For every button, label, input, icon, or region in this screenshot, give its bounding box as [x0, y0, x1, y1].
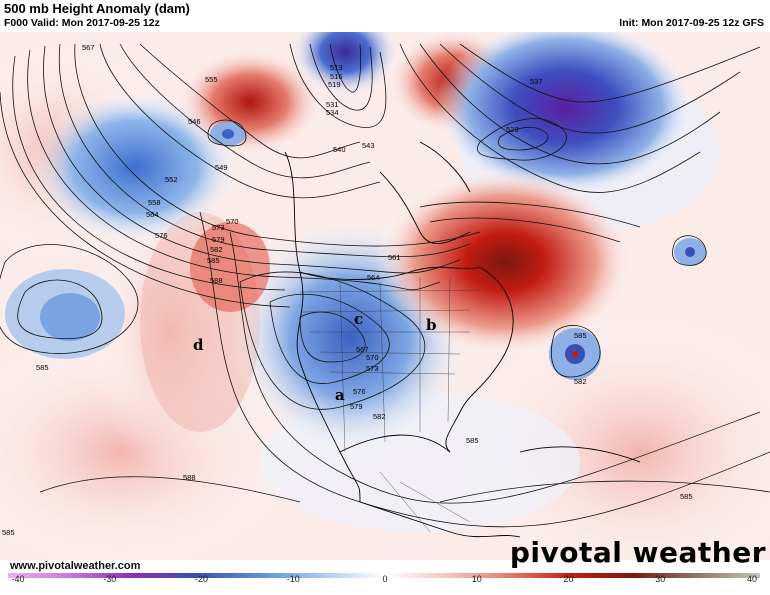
anomaly-map: a b c d 567 555 546 549 552 558 564 576 … [0, 32, 770, 560]
contour-label: 570 [366, 353, 379, 362]
feature-label-b: b [426, 316, 437, 334]
colorbar-tick-label: 30 [655, 574, 666, 584]
feature-label-d: d [193, 336, 204, 354]
website-url: www.pivotalweather.com [10, 560, 141, 572]
contour-label: 543 [362, 141, 375, 150]
contour-label: 582 [373, 412, 386, 421]
colorbar-tick-label: 40 [746, 574, 758, 584]
contour-label: 582 [574, 377, 587, 386]
contour-label: 537 [530, 77, 543, 86]
brand-logo: pivotal weather [509, 536, 766, 569]
contour-label: 573 [212, 223, 225, 232]
contour-label: 516 [330, 72, 343, 81]
contour-label: 564 [367, 273, 380, 282]
contour-label: 570 [226, 217, 239, 226]
colorbar-tick-label: -10 [286, 574, 300, 584]
feature-label-a: a [335, 386, 345, 404]
contour-label: 579 [212, 235, 225, 244]
contour-label: 585 [207, 256, 220, 265]
colorbar-tick-label: -40 [11, 574, 25, 584]
contour-label: 513 [330, 63, 343, 72]
contour-label: 585 [574, 331, 587, 340]
contour-label: 540 [333, 145, 346, 154]
contour-label: 582 [210, 245, 223, 254]
contour-label: 564 [146, 210, 159, 219]
colorbar-tick-label: 0 [382, 574, 388, 584]
contour-label: 519 [328, 80, 341, 89]
contour-label: 549 [215, 163, 228, 172]
map-header: 500 mb Height Anomaly (dam) F000 Valid: … [0, 0, 770, 32]
map-title: 500 mb Height Anomaly (dam) [4, 1, 190, 16]
contour-label: 552 [165, 175, 178, 184]
contour-label: 558 [148, 198, 161, 207]
contour-label: 546 [188, 117, 201, 126]
colorbar [8, 573, 760, 578]
contour-label: 573 [366, 364, 379, 373]
colorbar-tick-label: 20 [563, 574, 574, 584]
contour-label: 588 [183, 473, 196, 482]
feature-label-c: c [354, 310, 363, 328]
contour-label: 567 [82, 43, 95, 52]
contour-label: 579 [350, 402, 363, 411]
contour-label: 585 [2, 528, 15, 537]
contour-label: 531 [326, 100, 339, 109]
contour-label: 576 [353, 387, 366, 396]
contour-label: 561 [388, 253, 401, 262]
contour-label: 534 [326, 108, 339, 117]
contour-label: 588 [210, 276, 223, 285]
valid-time: F000 Valid: Mon 2017-09-25 12z [4, 17, 160, 29]
colorbar-tick-label: -30 [103, 574, 117, 584]
contour-label: 528 [506, 125, 519, 134]
contour-label: 555 [205, 75, 218, 84]
colorbar-ticks: -40 -30 -20 -10 0 10 20 30 40 [0, 574, 770, 586]
contour-label: 585 [680, 492, 693, 501]
colorbar-tick-label: 10 [471, 574, 482, 584]
contour-label: 585 [36, 363, 49, 372]
contour-label: 576 [155, 231, 168, 240]
contour-label: 585 [466, 436, 479, 445]
contour-label: 567 [356, 345, 369, 354]
init-time: Init: Mon 2017-09-25 12z GFS [619, 17, 764, 29]
colorbar-tick-label: -20 [194, 574, 209, 584]
